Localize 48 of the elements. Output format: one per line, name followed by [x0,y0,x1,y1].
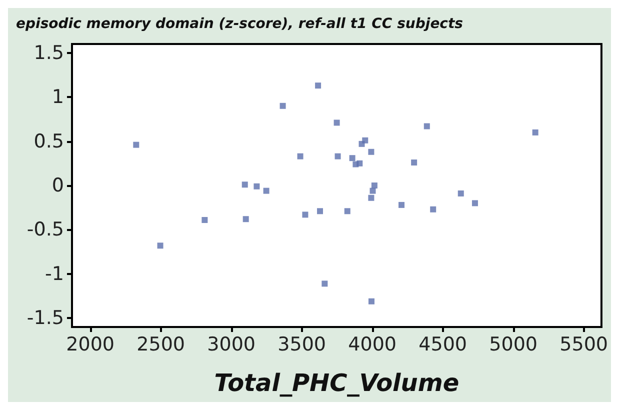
x-tick-label: 2500 [136,334,186,356]
x-tick-label: 3000 [207,334,256,356]
point [297,153,304,160]
x-tick-label: 3500 [278,334,326,356]
point [254,183,260,190]
point [280,102,286,109]
point [344,208,350,214]
x-tick-label: 4000 [348,334,397,356]
point [532,129,538,136]
y-tick-label: -1.5 [26,307,64,330]
point [242,182,248,188]
point [356,160,363,166]
point [315,82,322,89]
point [368,148,374,155]
point [317,208,324,214]
point [368,194,374,201]
point [368,298,374,304]
x-axis-title: Total_PHC_Volume [214,369,460,397]
y-tick-label: 1 [52,86,64,108]
point [458,190,464,196]
point [242,216,249,222]
point [334,153,341,160]
point [398,202,405,208]
point [424,123,430,130]
y-tick-label: -0.5 [26,218,64,241]
point [362,137,368,144]
point [334,120,340,126]
point [133,142,140,148]
point [263,188,270,194]
point [302,212,308,218]
y-tick-label: 1.5 [34,42,64,64]
y-tick-label: -1 [45,262,64,285]
point [370,188,376,194]
point [411,160,418,166]
point [472,200,478,206]
x-tick-label: 5500 [560,334,608,356]
point [371,182,378,188]
y-tick-label: 0.5 [34,130,64,152]
point [202,216,208,223]
x-tick-label: 2000 [66,334,115,356]
point [349,155,356,162]
point [157,242,164,249]
point [322,280,328,287]
point [430,206,436,212]
x-tick-label: 5000 [489,334,538,356]
x-tick-label: 4500 [418,334,468,356]
chart-title: episodic memory domain (z-score), ref-all t1 CC subjects [16,16,464,32]
y-tick-label: 0 [52,174,64,196]
